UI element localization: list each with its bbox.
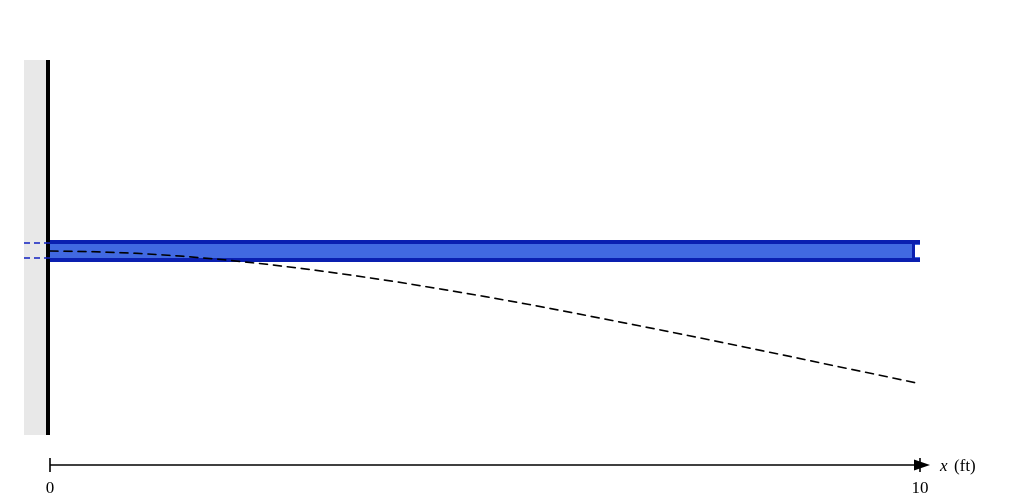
beam-top-flange — [50, 240, 920, 244]
beam-end-web-edge — [912, 244, 915, 258]
x-axis-tick-label: 0 — [46, 478, 55, 497]
x-axis-tick-label: 10 — [912, 478, 929, 497]
beam-bottom-flange — [50, 258, 920, 262]
x-axis-unit-label: (ft) — [954, 456, 976, 475]
wall-edge — [46, 60, 50, 435]
cantilever-beam-diagram: 0 10 x (ft) — [0, 0, 1024, 504]
x-axis-variable-label: x — [939, 456, 948, 475]
